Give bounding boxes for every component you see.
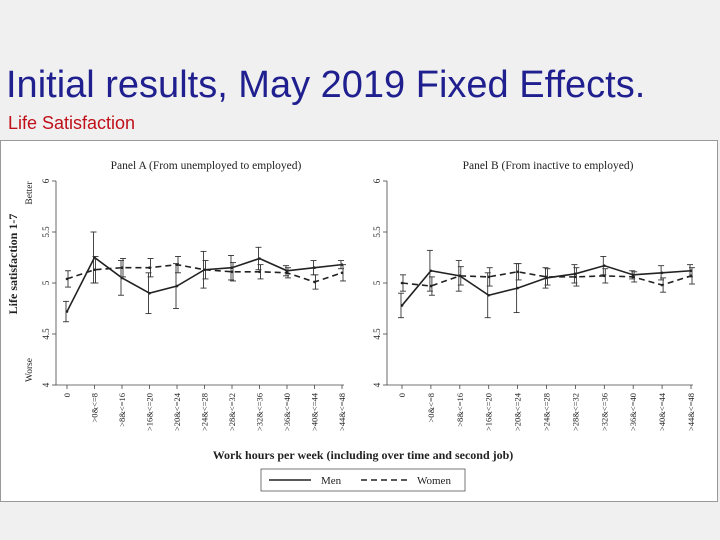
legend: Men Women	[260, 468, 466, 492]
data-point-women-b	[458, 274, 462, 278]
data-point-men-b	[516, 286, 519, 290]
data-point-men-b	[400, 304, 404, 307]
data-point-women-b	[429, 284, 433, 288]
legend-women-label: Women	[417, 475, 451, 487]
panel-a-title: Panel A (From unemployed to employed)	[111, 160, 302, 172]
x-tick-label-b: >40&<=44	[657, 392, 667, 431]
data-point-men-a	[258, 257, 261, 260]
x-tick-label-b: >8&<=16	[455, 393, 465, 427]
data-point-women-a	[285, 271, 289, 275]
data-point-women-b	[400, 281, 404, 285]
x-tick-label-a: 0	[62, 393, 72, 397]
chart-svg: Panel A (From unemployed to employed) Li…	[6, 160, 696, 492]
y-tick-label-b: 5	[372, 280, 382, 285]
x-axis-label: Work hours per week (including over time…	[213, 448, 514, 462]
y-tick-label-b: 5.5	[372, 226, 382, 238]
y-tick-label-b: 4.5	[372, 328, 382, 340]
y-tick-label-a: 4	[41, 382, 51, 387]
data-point-women-a	[148, 266, 151, 269]
series-line-men-b	[401, 264, 692, 306]
slide-title: Initial results, May 2019 Fixed Effects.	[6, 64, 646, 106]
data-point-women-b	[631, 275, 635, 279]
data-point-men-b	[487, 293, 491, 297]
data-point-men-a	[175, 284, 179, 288]
data-point-men-a	[148, 291, 151, 295]
y-axis-label: Life satisfaction 1-7	[6, 214, 20, 315]
series-line-men-a	[66, 256, 343, 312]
data-point-men-b	[429, 269, 433, 273]
x-tick-label-b: >44&<=48	[686, 393, 696, 431]
series-line-women-a	[66, 263, 343, 283]
x-tick-label-a: >36&<=40	[282, 393, 292, 431]
y-tick-label-a: 4.5	[41, 328, 51, 340]
panel-a: Panel A (From unemployed to employed) Li…	[6, 160, 347, 431]
x-tick-label-b: >16&<=20	[484, 393, 494, 431]
x-tick-label-b: >28&<=32	[570, 393, 580, 431]
panel-b-title: Panel B (From inactive to employed)	[463, 160, 634, 172]
data-point-women-b	[487, 275, 491, 279]
data-point-women-b	[660, 283, 664, 287]
data-point-women-b	[574, 275, 577, 279]
data-point-women-a	[230, 270, 234, 274]
x-tick-label-b: 0	[397, 393, 407, 397]
y-axis-label-top: Better	[25, 181, 35, 205]
x-tick-label-a: >28&<=32	[227, 393, 237, 431]
x-tick-label-a: >20&<=24	[172, 392, 182, 431]
figure-panel: Panel A (From unemployed to employed) Li…	[0, 140, 718, 502]
data-point-men-a	[313, 266, 316, 269]
data-point-women-a	[175, 263, 179, 266]
x-tick-label-b: >0&<=8	[426, 393, 436, 423]
data-point-women-a	[203, 268, 206, 272]
x-tick-label-a: >40&<=44	[310, 392, 320, 431]
y-tick-label-b: 4	[372, 382, 382, 387]
x-tick-label-b: >36&<=40	[628, 393, 638, 431]
x-tick-label-b: >20&<=24	[513, 392, 523, 431]
data-point-women-b	[516, 270, 519, 274]
data-point-women-a	[258, 270, 261, 274]
slide-subtitle: Life Satisfaction	[8, 113, 136, 133]
data-point-women-b	[689, 274, 693, 278]
panel-b: Panel B (From inactive to employed) 4 4.5…	[372, 160, 696, 431]
series-line-women-b	[401, 270, 692, 287]
x-tick-label-b: >32&<=36	[599, 393, 609, 431]
data-point-men-b	[660, 271, 664, 275]
data-point-women-b	[603, 274, 606, 278]
x-tick-label-b: >24&<=28	[542, 393, 552, 431]
x-tick-label-a: >16&<=20	[145, 393, 155, 431]
x-tick-label-a: >44&<=48	[337, 393, 347, 431]
x-tick-label-a: >24&<=28	[200, 393, 210, 431]
x-tick-label-a: >32&<=36	[255, 393, 265, 431]
data-point-women-a	[65, 277, 69, 281]
data-point-men-a	[65, 310, 69, 313]
y-tick-label-a: 5	[41, 280, 51, 285]
data-point-women-a	[313, 280, 316, 284]
data-point-women-a	[120, 266, 124, 269]
data-point-women-a	[93, 268, 96, 272]
data-point-women-a	[340, 271, 344, 275]
x-tick-label-a: >0&<=8	[90, 393, 100, 423]
y-tick-label-a: 5.5	[41, 226, 51, 238]
x-tick-label-a: >8&<=16	[117, 393, 127, 427]
y-tick-label-a: 6	[41, 178, 51, 183]
data-point-men-b	[603, 264, 606, 267]
y-tick-label-b: 6	[372, 178, 382, 183]
y-axis-label-bottom: Worse	[25, 358, 35, 382]
legend-men-label: Men	[321, 475, 342, 487]
data-point-women-b	[545, 275, 548, 279]
